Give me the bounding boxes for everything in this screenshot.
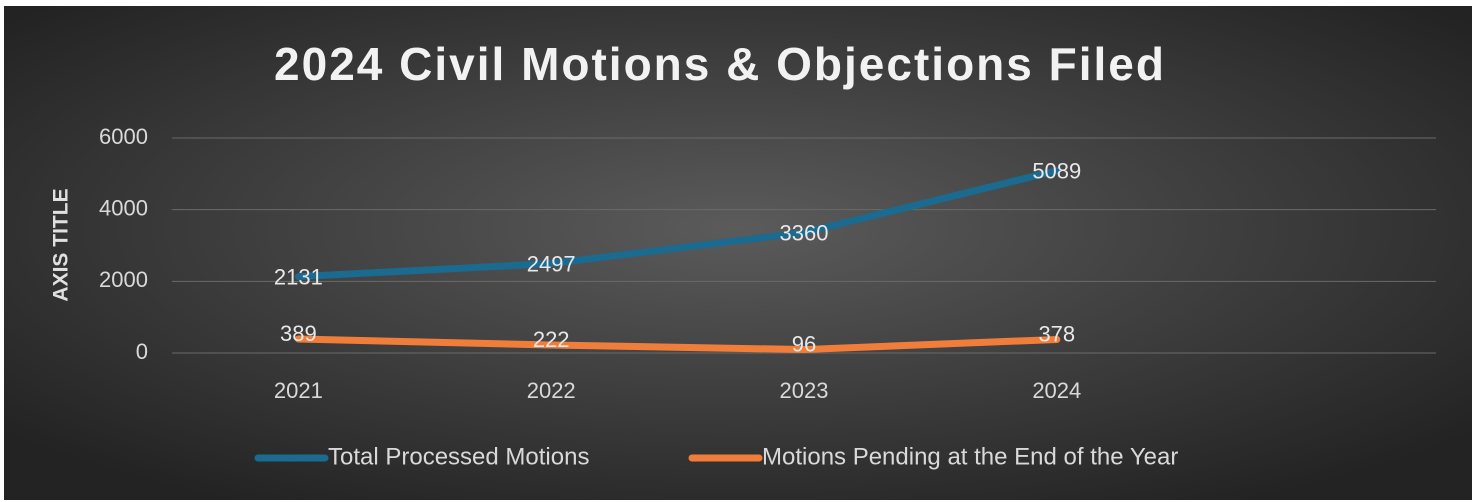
y-tick-label: 2000 [99,267,148,292]
data-label: 222 [533,327,570,352]
chart-background [4,6,1472,500]
x-tick-label: 2021 [274,378,323,403]
y-axis-title: AXIS TITLE [50,188,73,301]
series-line [294,335,1061,354]
data-label: 5089 [1032,158,1081,183]
data-label: 3360 [780,220,829,245]
data-label: 2131 [274,264,323,289]
data-label: 2497 [527,251,576,276]
chart-title: 2024 Civil Motions & Objections Filed [274,38,1166,90]
x-tick-label: 2022 [527,378,576,403]
y-tick-label: 0 [136,339,148,364]
data-label: 96 [792,331,816,356]
data-label: 389 [280,321,317,346]
y-tick-label: 4000 [99,195,148,220]
x-tick-label: 2024 [1032,378,1081,403]
y-tick-label: 6000 [99,124,148,149]
data-label: 378 [1038,321,1075,346]
legend-label: Total Processed Motions [328,443,589,470]
legend-label: Motions Pending at the End of the Year [762,443,1178,470]
x-tick-label: 2023 [780,378,829,403]
series-line [294,167,1061,281]
